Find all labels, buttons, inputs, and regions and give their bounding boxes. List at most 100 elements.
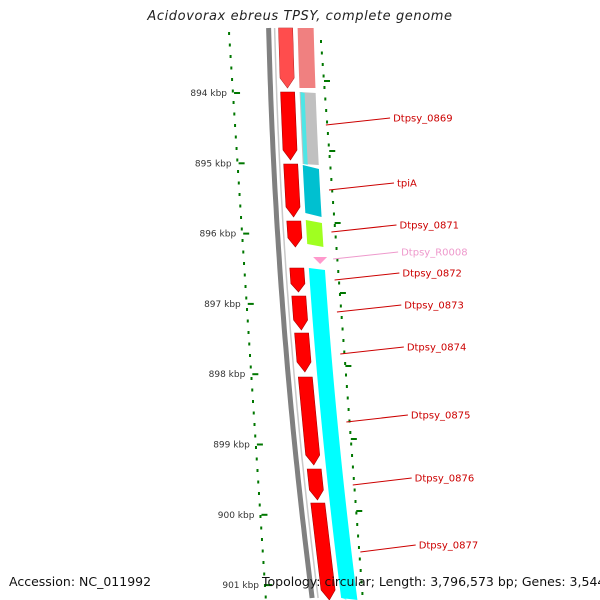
gene-leader-line (328, 182, 395, 191)
gc-skew-dash (339, 292, 346, 294)
gc-skew-dot (238, 193, 241, 196)
gc-skew-dot (252, 411, 255, 415)
gc-skew-dot (347, 408, 350, 411)
gene-label[interactable]: Dtpsy_R0008 (401, 248, 468, 259)
gc-skew-dot (257, 492, 260, 495)
gc-skew-dot (351, 454, 354, 457)
cog-segment (305, 220, 324, 247)
gene-labels: Dtpsy_0869 tpiA Dtpsy_0871 Dtpsy_R0008 Dtpsy… (325, 114, 479, 553)
gc-skew-dot (258, 503, 261, 507)
scale-tick-label: 901 kbp (222, 581, 259, 591)
gc-skew-dot (329, 166, 332, 170)
cds-track (278, 27, 336, 600)
scale-tick-label: 900 kbp (218, 511, 255, 521)
gc-skew-dot (249, 354, 252, 357)
scale-tick-label: 897 kbp (204, 300, 241, 310)
gc-skew-dot (257, 480, 260, 484)
gc-skew-dot (320, 51, 323, 55)
gc-skew-dot (345, 385, 348, 388)
cog-stripe (300, 92, 308, 165)
cds-arrow-shade (278, 28, 295, 88)
scale-tick-mark (256, 443, 263, 446)
gc-skew-dash (356, 510, 363, 512)
scale-tick-mark (238, 162, 245, 165)
gene-leader-line (336, 304, 402, 313)
gc-skew-dot (341, 327, 344, 331)
gene-label[interactable]: Dtpsy_0874 (407, 343, 467, 354)
gc-skew-dash (324, 80, 330, 82)
gc-skew-dot (324, 97, 327, 101)
cds-arrow (286, 220, 303, 248)
gene-leader-line (346, 414, 408, 423)
gc-skew-dot (332, 212, 335, 216)
gc-skew-dot (228, 43, 231, 47)
gene-leader-line (360, 544, 416, 553)
cds-arrow (310, 502, 336, 600)
rna-arrow (313, 257, 328, 264)
gc-skew-dot (342, 339, 345, 342)
gc-skew-dot (252, 400, 254, 403)
gene-label[interactable]: tpiA (397, 179, 417, 190)
scale-tick-label: 899 kbp (213, 441, 250, 451)
gc-skew-dot (325, 109, 328, 112)
gc-skew-dot (230, 66, 233, 70)
gc-skew-dot (332, 201, 335, 204)
gc-skew-dot (339, 304, 342, 308)
gene-label[interactable]: Dtpsy_0875 (411, 411, 471, 422)
gc-skew-dot (327, 143, 330, 147)
gene-label[interactable]: Dtpsy_0876 (415, 474, 475, 485)
gene-label[interactable]: Dtpsy_0877 (419, 541, 479, 552)
gc-skew-dot (242, 250, 245, 254)
gc-skew-dash (345, 365, 352, 367)
cog-segment (302, 165, 322, 217)
gc-skew-dot (249, 365, 252, 369)
gc-skew-dot (358, 557, 361, 561)
gc-skew-dot (346, 396, 349, 400)
gc-skew-dot (253, 423, 256, 426)
gc-skew-dash (350, 438, 357, 440)
gene-label[interactable]: Dtpsy_0871 (400, 221, 460, 232)
gc-skew-dot (246, 308, 249, 311)
gene-label[interactable]: Dtpsy_0872 (402, 269, 462, 280)
gc-skew-dot (349, 431, 352, 434)
gene-label[interactable]: Dtpsy_0873 (404, 301, 464, 312)
gc-skew-dot (263, 572, 266, 576)
gc-skew-dot (250, 377, 253, 380)
map-title: Acidovorax ebreus TPSY, complete genome (147, 9, 453, 24)
gc-skew-dot (261, 549, 264, 553)
gc-skew-dot (233, 112, 236, 116)
gene-leader-line (331, 224, 397, 233)
backbone-highlight (273, 27, 319, 599)
gene-leader-line (325, 117, 391, 126)
cds-arrow (283, 163, 301, 218)
gc-skew-dot (345, 373, 348, 377)
cog-track (297, 28, 358, 600)
gene-leader-line (333, 251, 399, 260)
gc-skew-dot (239, 204, 242, 208)
gc-skew-dot (323, 86, 326, 89)
scale-tick-mark (247, 302, 254, 305)
gc-skew-dot (240, 227, 243, 231)
scale-tick-mark (234, 92, 241, 94)
scale-tick-mark (261, 513, 268, 516)
gc-skew-dot (361, 592, 364, 595)
genome-backbone (266, 27, 319, 599)
gc-skew-dot (348, 419, 351, 423)
scale-tick-mark (252, 373, 259, 376)
gc-skew-dot (321, 63, 324, 66)
gc-skew-dot (354, 500, 357, 503)
gc-skew-dot (360, 580, 363, 584)
gc-skew-dot (241, 239, 244, 242)
gc-skew-dot (340, 316, 343, 319)
topology-summary: Topology: circular; Length: 3,796,573 bp… (262, 574, 600, 589)
accession-text: Accession: NC_011992 (9, 574, 152, 589)
gc-skew-dot (262, 561, 265, 564)
gc-skew-dot (237, 170, 240, 173)
cog-stripe (309, 268, 347, 600)
gc-skew-dot (229, 55, 232, 58)
gc-skew-dot (350, 442, 353, 446)
gc-skew-dot (260, 538, 263, 541)
gc-skew-dot (343, 350, 346, 354)
gene-label[interactable]: Dtpsy_0869 (393, 114, 453, 125)
gc-skew-dash (334, 222, 341, 224)
